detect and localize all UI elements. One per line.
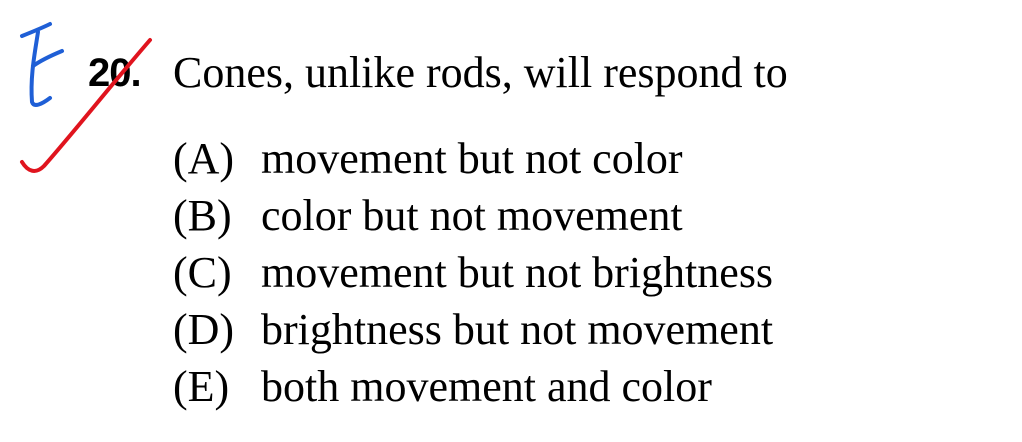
choice-letter: (E) bbox=[173, 362, 230, 411]
question-number: 20. bbox=[88, 51, 142, 95]
choice-e: (E) both movement and color bbox=[173, 358, 773, 415]
choice-d: (D) brightness but not movement bbox=[173, 301, 773, 358]
choice-letter: (B) bbox=[173, 191, 232, 240]
choice-letter: (C) bbox=[173, 248, 232, 297]
choice-letter: (D) bbox=[173, 305, 235, 354]
choice-text: brightness but not movement bbox=[261, 305, 774, 354]
choice-b: (B) color but not movement bbox=[173, 187, 773, 244]
choice-text: both movement and color bbox=[261, 362, 712, 411]
choice-text: color but not movement bbox=[261, 191, 683, 240]
choice-c: (C) movement but not brightness bbox=[173, 244, 773, 301]
answer-choices: (A) movement but not color (B) color but… bbox=[173, 130, 773, 415]
choice-text: movement but not brightness bbox=[261, 248, 774, 297]
handwritten-answer-e-icon bbox=[20, 22, 64, 107]
choice-text: movement but not color bbox=[261, 134, 683, 183]
choice-a: (A) movement but not color bbox=[173, 130, 773, 187]
choice-letter: (A) bbox=[173, 134, 235, 183]
question-stem: Cones, unlike rods, will respond to bbox=[173, 48, 788, 97]
